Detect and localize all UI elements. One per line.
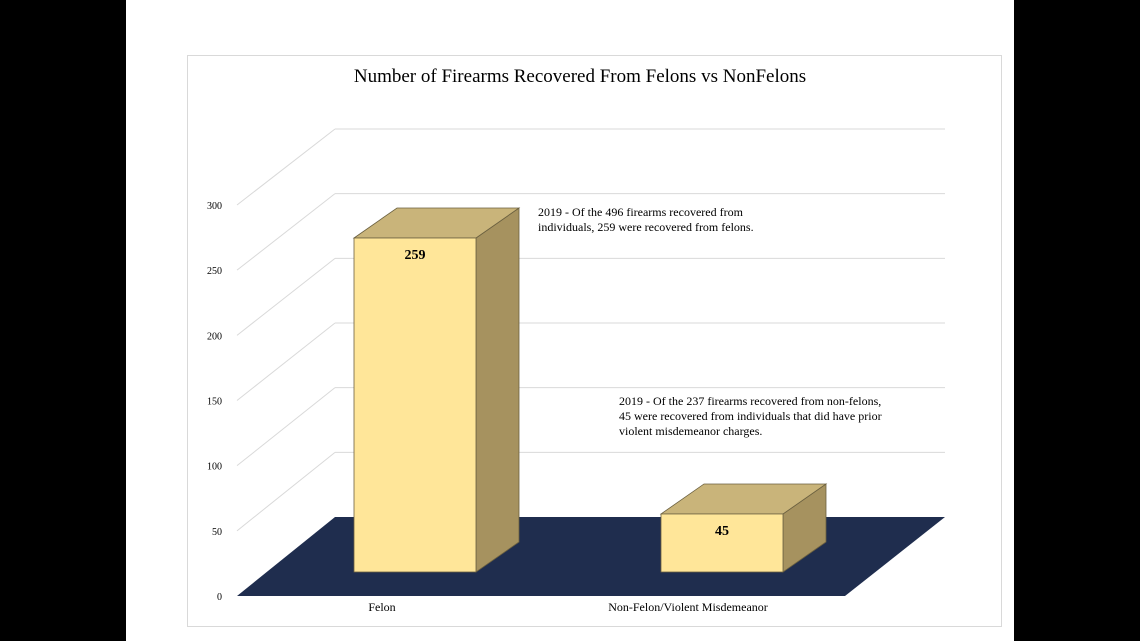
bar-front [353, 237, 477, 573]
grid-lines [236, 128, 945, 532]
grid-line-side [236, 193, 336, 271]
annotation-line: 2019 - Of the 237 firearms recovered fro… [619, 394, 881, 408]
y-tick-label: 50 [212, 527, 222, 538]
chart-floor [237, 517, 945, 596]
y-tick-label: 250 [207, 266, 222, 277]
y-tick-label: 200 [207, 331, 222, 342]
grid-line-side [236, 451, 336, 532]
grid-line-side [236, 322, 336, 401]
annotation-line: 2019 - Of the 496 firearms recovered fro… [538, 205, 744, 219]
bar-data-label: 259 [405, 248, 426, 263]
bar-2: 45 [659, 483, 828, 573]
x-axis-label: Non-Felon/Violent Misdemeanor [608, 600, 768, 614]
y-tick-label: 150 [207, 397, 222, 408]
grid-line-side [236, 387, 336, 467]
annotations: 2019 - Of the 496 firearms recovered fro… [538, 205, 882, 438]
x-axis-labels: Felon Non-Felon/Violent Misdemeanor [368, 600, 767, 614]
x-axis-label: Felon [368, 600, 395, 614]
bar-side [475, 207, 520, 573]
annotation-line: individuals, 259 were recovered from fel… [538, 220, 754, 234]
annotation-line: violent misdemeanor charges. [619, 424, 762, 438]
grid-line-side [236, 257, 336, 336]
annotation-1: 2019 - Of the 496 firearms recovered fro… [538, 205, 754, 234]
annotation-2: 2019 - Of the 237 firearms recovered fro… [619, 394, 882, 438]
bars: 259 45 [352, 207, 828, 573]
y-tick-label: 300 [207, 201, 222, 212]
grid-line-side [236, 128, 336, 206]
bar-front [660, 513, 784, 573]
annotation-line: 45 were recovered from individuals that … [619, 409, 882, 423]
y-tick-label: 0 [217, 592, 222, 603]
chart-title: Number of Firearms Recovered From Felons… [354, 66, 806, 87]
bar-data-label: 45 [715, 524, 729, 539]
bar-1: 259 [352, 207, 521, 573]
y-axis-ticks: 0 50 100 150 200 250 300 [207, 201, 222, 603]
floor-plane [237, 517, 945, 596]
y-tick-label: 100 [207, 462, 222, 473]
